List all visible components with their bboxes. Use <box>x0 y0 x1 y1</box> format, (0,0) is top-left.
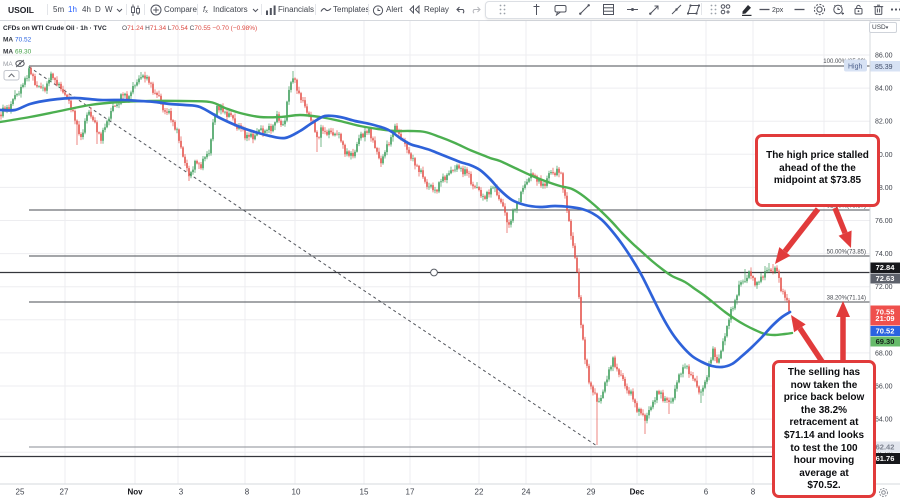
svg-text:24: 24 <box>522 488 531 497</box>
svg-text:72.00: 72.00 <box>875 284 893 291</box>
svg-text:70.52: 70.52 <box>876 326 895 335</box>
svg-text:38.20%(71.14): 38.20%(71.14) <box>827 296 866 302</box>
svg-text:64.00: 64.00 <box>875 417 893 424</box>
svg-text:74.00: 74.00 <box>875 251 893 258</box>
svg-text:27: 27 <box>60 488 69 497</box>
svg-text:8: 8 <box>245 488 250 497</box>
svg-text:70.55: 70.55 <box>876 308 895 317</box>
svg-text:21:09: 21:09 <box>875 314 894 323</box>
svg-text:80.00: 80.00 <box>875 152 893 159</box>
svg-text:69.30: 69.30 <box>876 337 895 346</box>
svg-text:Nov: Nov <box>127 488 143 497</box>
svg-text:15: 15 <box>360 488 369 497</box>
svg-text:78.00: 78.00 <box>875 185 893 192</box>
svg-text:CFDs on WTI Crude Oil · 1h · T: CFDs on WTI Crude Oil · 1h · TVC <box>3 25 107 32</box>
svg-text:O71.24 H71.34 L70.54 C70.55 −0: O71.24 H71.34 L70.54 C70.55 −0.70 (−0.98… <box>122 25 257 32</box>
svg-text:6: 6 <box>704 488 709 497</box>
svg-text:Dec: Dec <box>630 488 645 497</box>
svg-text:25: 25 <box>16 488 25 497</box>
svg-text:85.39: 85.39 <box>875 64 893 71</box>
svg-text:68.00: 68.00 <box>875 350 893 357</box>
svg-text:8: 8 <box>751 488 756 497</box>
svg-text:61.76: 61.76 <box>876 454 895 463</box>
svg-text:3: 3 <box>179 488 184 497</box>
svg-text:10: 10 <box>292 488 301 497</box>
svg-text:76.00: 76.00 <box>875 218 893 225</box>
svg-text:High: High <box>848 64 863 71</box>
svg-text:17: 17 <box>406 488 415 497</box>
svg-text:22: 22 <box>475 488 484 497</box>
svg-text:86.00: 86.00 <box>875 53 893 60</box>
svg-text:66.00: 66.00 <box>875 384 893 391</box>
svg-text:70.52: 70.52 <box>15 37 32 44</box>
svg-text:84.00: 84.00 <box>875 86 893 93</box>
svg-text:82.00: 82.00 <box>875 119 893 126</box>
svg-text:29: 29 <box>587 488 596 497</box>
svg-text:MA: MA <box>3 49 13 56</box>
svg-text:MA: MA <box>3 37 13 44</box>
svg-text:72.63: 72.63 <box>876 274 895 283</box>
svg-text:69.30: 69.30 <box>15 49 32 56</box>
svg-text:MA: MA <box>3 61 13 68</box>
svg-text:72.84: 72.84 <box>876 263 896 272</box>
svg-text:62.42: 62.42 <box>876 442 895 451</box>
svg-text:50.00%(73.85): 50.00%(73.85) <box>827 250 866 256</box>
